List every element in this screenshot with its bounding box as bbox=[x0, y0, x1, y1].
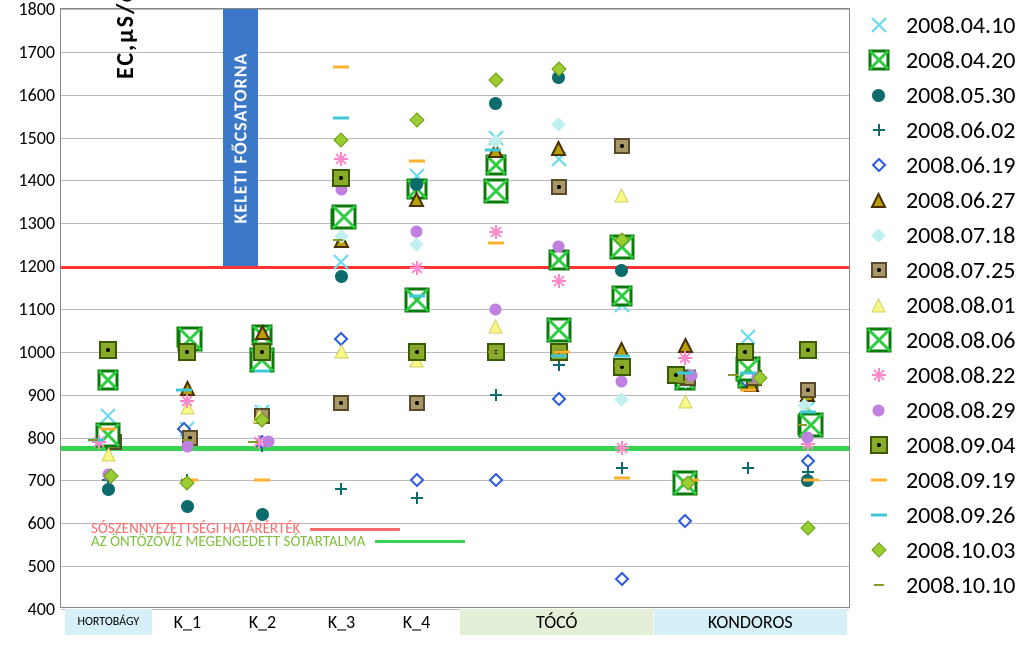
legend-marker-icon bbox=[862, 502, 896, 530]
legend-item: 2008.07.25 bbox=[862, 253, 1015, 288]
legend-label: 2008.08.01 bbox=[906, 291, 1015, 320]
legend-label: 2008.09.26 bbox=[906, 501, 1015, 530]
y-tick-label: 400 bbox=[28, 598, 61, 620]
keleti-focatorna-box: KELETI FŐCSATORNA bbox=[223, 9, 259, 266]
legend-marker-icon bbox=[862, 467, 896, 495]
legend-marker-icon bbox=[862, 432, 896, 460]
legend-marker-icon bbox=[862, 222, 896, 250]
legend-marker-icon bbox=[862, 572, 896, 600]
legend-marker-icon bbox=[862, 187, 896, 215]
gridline bbox=[61, 180, 849, 181]
legend-item: 2008.09.04 bbox=[862, 428, 1015, 463]
y-tick-label: 1300 bbox=[19, 212, 62, 234]
gridline bbox=[61, 9, 849, 10]
legend-label: 2008.07.18 bbox=[906, 221, 1015, 250]
legend-label: 2008.06.19 bbox=[906, 151, 1015, 180]
gridline bbox=[61, 138, 849, 139]
legend-item: 2008.04.20 bbox=[862, 43, 1015, 78]
legend-label: 2008.06.02 bbox=[906, 116, 1015, 145]
legend-item: 2008.08.06 bbox=[862, 323, 1015, 358]
legend-marker-icon bbox=[862, 397, 896, 425]
y-tick-label: 1100 bbox=[19, 298, 62, 320]
legend-label: 2008.10.03 bbox=[906, 536, 1015, 565]
legend-label: 2008.07.25 bbox=[906, 256, 1015, 285]
legend-item: 2008.08.29 bbox=[862, 393, 1015, 428]
legend-item: 2008.06.19 bbox=[862, 148, 1015, 183]
legend-marker-icon bbox=[862, 82, 896, 110]
legend: 2008.04.10 2008.04.20 2008.05.30 2008.06.02… bbox=[862, 8, 1015, 603]
y-tick-label: 500 bbox=[28, 555, 61, 577]
legend-label: 2008.08.06 bbox=[906, 326, 1015, 355]
plot-area: 4005006007008009001000110012001300140015… bbox=[60, 8, 850, 608]
reference-line-salt_limit bbox=[61, 266, 849, 269]
legend-item: 2008.04.10 bbox=[862, 8, 1015, 43]
gridline bbox=[61, 95, 849, 96]
y-tick-label: 600 bbox=[28, 512, 61, 534]
legend-marker-icon bbox=[862, 362, 896, 390]
y-tick-label: 1700 bbox=[19, 41, 62, 63]
legend-item: 2008.07.18 bbox=[862, 218, 1015, 253]
legend-item: 2008.09.26 bbox=[862, 498, 1015, 533]
legend-label: 2008.08.29 bbox=[906, 396, 1015, 425]
legend-label: 2008.05.30 bbox=[906, 81, 1015, 110]
chart-root: 400 500 600 700 800 900 1000 1100 1200 1300 1400 15… bbox=[0, 0, 1024, 649]
gridline bbox=[61, 52, 849, 53]
y-tick-label: 1800 bbox=[19, 0, 62, 20]
legend-marker-icon bbox=[862, 292, 896, 320]
y-tick-label: 1200 bbox=[19, 255, 62, 277]
legend-item: 2008.08.01 bbox=[862, 288, 1015, 323]
legend-item: 2008.10.10 bbox=[862, 568, 1015, 603]
gridline bbox=[61, 223, 849, 224]
y-tick-label: 900 bbox=[28, 384, 61, 406]
y-tick-label: 1500 bbox=[19, 127, 62, 149]
gridline bbox=[61, 566, 849, 567]
legend-marker-icon bbox=[862, 12, 896, 40]
legend-marker-icon bbox=[862, 117, 896, 145]
legend-item: 2008.06.27 bbox=[862, 183, 1015, 218]
legend-marker-icon bbox=[862, 257, 896, 285]
legend-label: 2008.10.10 bbox=[906, 571, 1015, 600]
y-tick-label: 800 bbox=[28, 427, 61, 449]
annotation-label: AZ ÖNTÖZŐVÍZ MEGENGEDETT SÓTARTALMA bbox=[91, 533, 465, 551]
x-tick-label: K_3 bbox=[328, 607, 355, 633]
legend-item: 2008.08.22 bbox=[862, 358, 1015, 393]
y-tick-label: 1600 bbox=[19, 84, 62, 106]
x-tick-label: K_1 bbox=[174, 607, 201, 633]
y-tick-label: 1400 bbox=[19, 169, 62, 191]
legend-item: 2008.06.02 bbox=[862, 113, 1015, 148]
legend-label: 2008.04.10 bbox=[906, 11, 1015, 40]
legend-marker-icon bbox=[862, 537, 896, 565]
y-tick-label: 1000 bbox=[19, 341, 62, 363]
legend-label: 2008.08.22 bbox=[906, 361, 1015, 390]
legend-item: 2008.10.03 bbox=[862, 533, 1015, 568]
x-band-label: KONDOROS bbox=[654, 609, 848, 635]
legend-label: 2008.09.19 bbox=[906, 466, 1015, 495]
legend-label: 2008.09.04 bbox=[906, 431, 1015, 460]
legend-marker-icon bbox=[862, 152, 896, 180]
x-band-label: HORTOBÁGY bbox=[65, 609, 152, 635]
y-axis-label: EC,µS/cm bbox=[111, 0, 140, 79]
legend-label: 2008.04.20 bbox=[906, 46, 1015, 75]
legend-item: 2008.09.19 bbox=[862, 463, 1015, 498]
y-tick-label: 700 bbox=[28, 469, 61, 491]
gridline bbox=[61, 309, 849, 310]
legend-label: 2008.06.27 bbox=[906, 186, 1015, 215]
legend-marker-icon bbox=[862, 47, 896, 75]
x-band-label: TÓCÓ bbox=[460, 609, 654, 635]
x-tick-label: K_2 bbox=[249, 607, 276, 633]
legend-item: 2008.05.30 bbox=[862, 78, 1015, 113]
legend-marker-icon bbox=[862, 327, 896, 355]
x-tick-label: K_4 bbox=[403, 607, 430, 633]
